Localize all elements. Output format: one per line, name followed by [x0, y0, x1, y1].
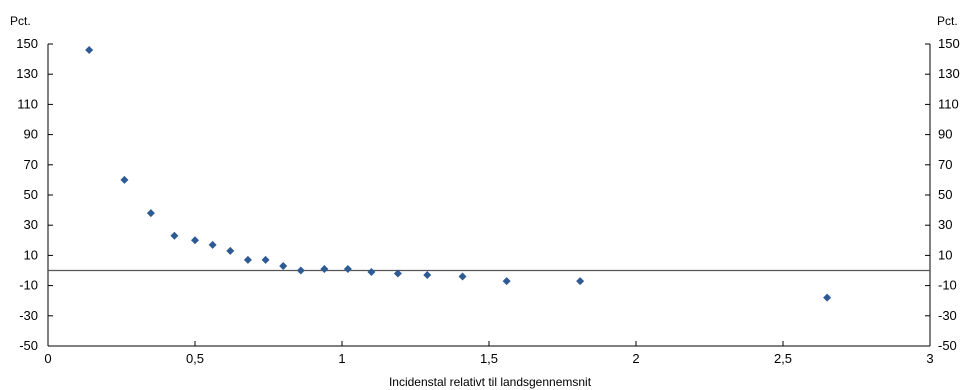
data-point: [261, 255, 270, 264]
data-point: [243, 255, 252, 264]
data-point: [343, 264, 352, 273]
y-tick-label-left: 10: [24, 247, 38, 262]
data-point: [502, 277, 511, 286]
y-tick-label-left: -30: [19, 308, 38, 323]
data-point: [146, 209, 155, 218]
y-tick-label-right: 30: [938, 217, 952, 232]
data-point: [576, 277, 585, 286]
data-point: [226, 246, 235, 255]
y-tick-label-right: 150: [938, 36, 960, 51]
data-points: [85, 46, 832, 302]
data-point: [85, 46, 94, 55]
y-unit-label-right: Pct.: [937, 14, 958, 28]
y-tick-label-left: 70: [24, 157, 38, 172]
data-point: [120, 175, 129, 184]
y-tick-label-left: -50: [19, 338, 38, 353]
y-tick-label-right: -10: [938, 278, 957, 293]
y-tick-label-left: 90: [24, 127, 38, 142]
y-tick-label-left: 30: [24, 217, 38, 232]
y-tick-label-right: 110: [938, 96, 959, 111]
y-tick-label-right: -50: [938, 338, 957, 353]
y-tick-label-right: 70: [938, 157, 952, 172]
data-point: [320, 264, 329, 273]
data-point: [208, 240, 217, 249]
x-tick-label: 0,5: [186, 351, 204, 366]
y-tick-label-right: 130: [938, 66, 960, 81]
x-tick-label: 0: [44, 351, 51, 366]
y-tick-label-right: 10: [938, 247, 952, 262]
data-point: [823, 293, 832, 302]
data-point: [458, 272, 467, 281]
y-tick-label-left: 150: [16, 36, 38, 51]
x-tick-label: 1: [338, 351, 345, 366]
data-point: [191, 236, 199, 245]
data-point: [393, 269, 402, 278]
x-tick-label: 2,5: [774, 351, 792, 366]
y-tick-label-right: 50: [938, 187, 952, 202]
y-tick-label-right: 90: [938, 127, 952, 142]
y-unit-label-left: Pct.: [10, 14, 31, 28]
y-tick-label-left: 110: [17, 96, 38, 111]
x-tick-label: 3: [926, 351, 933, 366]
x-tick-label: 2: [632, 351, 639, 366]
x-axis-title: Incidenstal relativt til landsgennemsnit: [389, 375, 592, 389]
y-tick-label-left: -10: [19, 278, 38, 293]
data-point: [296, 266, 305, 275]
data-point: [367, 268, 376, 277]
data-point: [423, 271, 432, 280]
y-tick-label-left: 50: [24, 187, 38, 202]
data-point: [279, 261, 288, 270]
y-tick-label-left: 130: [16, 66, 38, 81]
data-point: [170, 231, 179, 240]
y-tick-label-right: -30: [938, 308, 957, 323]
axis-labels: Pct. Pct. Incidenstal relativt til lands…: [10, 14, 958, 389]
x-tick-label: 1,5: [480, 351, 498, 366]
